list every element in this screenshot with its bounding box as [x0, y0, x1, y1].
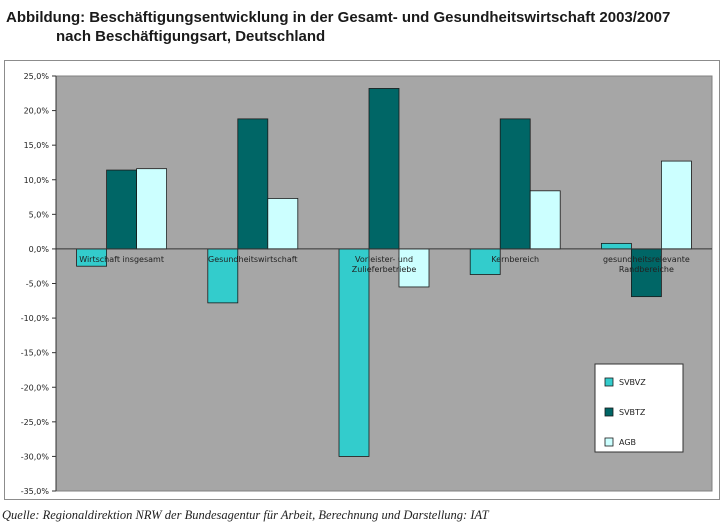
y-tick-label: 5,0%: [29, 210, 50, 219]
bar-svbtz: [631, 248, 662, 298]
legend-label-agb: AGB: [619, 438, 636, 447]
bar-svbtz: [106, 169, 137, 250]
category-label: gesundheitsrelevante: [603, 255, 690, 264]
bar-svbtz: [499, 118, 531, 250]
bar-svbvz: [338, 248, 370, 457]
category-label: Vorleister- und: [355, 255, 413, 264]
category-label: Kernbereich: [491, 255, 539, 264]
category-label: Randbereiche: [619, 265, 674, 274]
y-tick-label: -15,0%: [21, 349, 50, 358]
bar-agb: [136, 168, 168, 250]
y-tick-label: -10,0%: [21, 314, 50, 323]
y-tick-label: -25,0%: [21, 418, 50, 427]
bar-agb: [398, 248, 430, 288]
legend-swatch-svbvz: [604, 377, 614, 387]
y-tick-label: -5,0%: [26, 280, 50, 289]
legend-swatch-svbtz: [604, 407, 614, 417]
bar-agb: [661, 160, 692, 250]
category-label: Zulieferbetriebe: [352, 265, 417, 274]
bar-agb: [529, 190, 561, 250]
category-label: Gesundheitswirtschaft: [208, 255, 298, 264]
y-tick-label: 25,0%: [24, 72, 50, 81]
chart-title: Abbildung: Beschäftigungsentwicklung in …: [6, 8, 722, 46]
source-note: Quelle: Regionaldirektion NRW der Bundes…: [2, 508, 489, 522]
chart-frame: 25,0% 20,0% 15,0% 10,0% 5,0% 0,0% -5,0% -10,0% -…: [4, 60, 720, 500]
bar-svbtz: [237, 118, 269, 250]
legend-swatch-agb: [604, 437, 614, 447]
legend-label-svbvz: SVBVZ: [619, 378, 646, 387]
bar-svbvz: [469, 248, 501, 275]
y-tick-label: -20,0%: [21, 383, 50, 392]
y-tick-label: -30,0%: [21, 452, 50, 461]
legend-label-svbtz: SVBTZ: [619, 408, 646, 417]
bar-svbtz: [368, 88, 400, 250]
y-tick-label: 10,0%: [24, 176, 50, 185]
bar-chart: 25,0% 20,0% 15,0% 10,0% 5,0% 0,0% -5,0% -10,0% -…: [21, 72, 713, 496]
y-tick-label: 15,0%: [24, 141, 50, 150]
bar-svbvz: [601, 242, 632, 250]
y-tick-label: -35,0%: [21, 487, 50, 496]
title-line-1: Abbildung: Beschäftigungsentwicklung in …: [6, 9, 671, 26]
bar-agb: [267, 198, 299, 250]
title-line-2: nach Beschäftigungsart, Deutschland: [56, 28, 326, 45]
category-label: Wirtschaft insgesamt: [79, 255, 164, 264]
y-tick-label: 0,0%: [29, 245, 50, 254]
y-tick-label: 20,0%: [24, 107, 50, 116]
